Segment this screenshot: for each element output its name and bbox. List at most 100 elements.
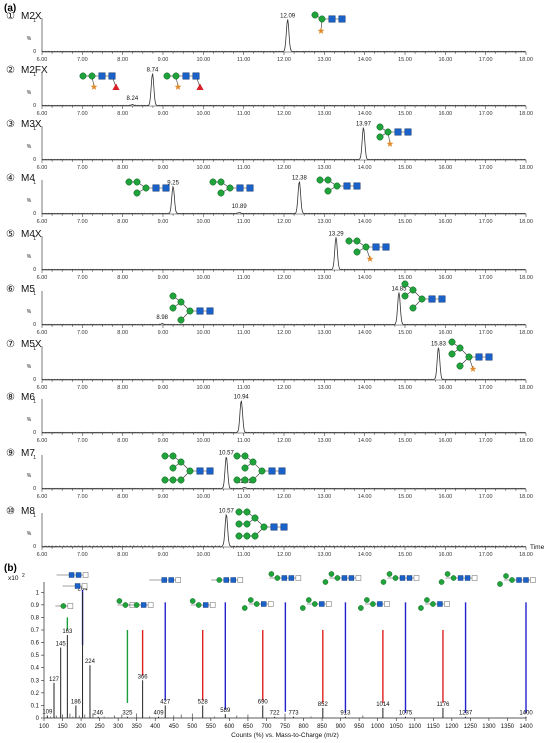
trace-M3X: ③ M3X 0 1% 6.00 7.00 8.00 9.00 10.00 11.00 12.00 13…: [6, 119, 533, 171]
x-tick-label: 18.00: [519, 438, 533, 444]
peak-label: 589: [220, 708, 231, 714]
mannose-icon: [243, 508, 251, 516]
y-tick-label: 1: [33, 399, 36, 405]
trace-name: M5X: [21, 339, 42, 350]
x-tick-label: 500: [187, 724, 198, 730]
x-tick-label: 17.00: [479, 330, 493, 336]
mannose-icon: [169, 292, 177, 300]
mannose-icon: [241, 452, 249, 460]
x-tick-label: 1000: [371, 724, 385, 730]
glcnac-icon: [98, 72, 106, 80]
mannose-icon: [241, 476, 249, 484]
y-tick-label: 0: [33, 49, 36, 55]
x-tick-label: 7.00: [77, 219, 88, 225]
x-tick-label: 11.00: [237, 552, 250, 558]
glcnac-icon: [406, 575, 413, 581]
mannose-icon: [312, 601, 318, 607]
x-tick-label: 16.00: [438, 438, 452, 444]
x-tick-label: 13.00: [317, 494, 331, 500]
y-tick-label: 1: [36, 590, 40, 596]
peak-label: 366: [138, 674, 149, 680]
mannose-icon: [161, 452, 169, 460]
x-tick-label: 450: [169, 724, 180, 730]
x-tick-label: 15.00: [398, 330, 412, 336]
glcnac-icon: [404, 128, 412, 136]
x-tick-label: 12.00: [277, 111, 291, 117]
glcnac-icon: [438, 295, 446, 303]
x-tick-label: 15.00: [398, 494, 412, 500]
x-tick-label: 1100: [408, 724, 422, 730]
x-tick-label: 11.00: [237, 275, 250, 281]
x-tick-label: 13.00: [317, 552, 331, 558]
x-tick-label: 14.00: [358, 330, 372, 336]
y-tick-label: 0.1: [31, 703, 40, 709]
peak-label: 127: [49, 677, 60, 683]
x-tick-label: 1200: [445, 724, 459, 730]
x-tick-label: 9.00: [158, 494, 169, 500]
glcnac-icon: [341, 575, 348, 581]
x-tick-label: 11.00: [237, 111, 250, 117]
x-tick-label: 9.00: [158, 330, 169, 336]
x-tick-label: 12.00: [277, 330, 291, 336]
peak-label: 773: [289, 711, 300, 717]
y-tick-label: 0: [33, 430, 36, 436]
mannose-icon: [324, 176, 332, 184]
x-tick-label: 700: [261, 724, 272, 730]
x-tick-label: 16.00: [438, 494, 452, 500]
mannose-icon: [177, 316, 185, 324]
x-tick-label: 7.00: [77, 165, 88, 171]
peak-label: 204: [78, 586, 89, 592]
glcnac-icon: [338, 15, 346, 23]
x-tick-label: 17.00: [479, 552, 493, 558]
xylose-icon: [174, 83, 182, 90]
x-tick-label: 250: [95, 724, 106, 730]
x-tick-label: 750: [280, 724, 291, 730]
x-tick-label: 13.00: [317, 165, 331, 171]
x-tick-label: 10.00: [196, 57, 210, 63]
glcnac-icon: [68, 572, 75, 578]
x-tick-label: 8.00: [117, 494, 128, 500]
y-tick-label: 0: [33, 377, 36, 383]
fragment-end-icon: [209, 602, 216, 608]
y-axis-exponent: 2: [22, 573, 25, 579]
y-tick-label: 0: [33, 486, 36, 492]
mannose-icon: [316, 176, 324, 184]
trace-index: ⑩: [6, 506, 15, 517]
trace-line: [41, 400, 526, 434]
x-tick-label: 14.00: [358, 165, 372, 171]
peak-label: 163: [62, 629, 73, 635]
x-tick-label: 10.00: [196, 275, 210, 281]
mannose-icon: [438, 579, 445, 585]
x-tick-label: 8.00: [117, 57, 128, 63]
peak-label: 427: [160, 699, 171, 705]
x-tick-label: 18.00: [519, 494, 533, 500]
glcnac-icon: [281, 575, 288, 581]
peak-label: 1075: [399, 711, 413, 717]
y-tick-label: 0: [36, 716, 40, 722]
mannose-icon: [503, 573, 509, 579]
x-tick-label: 1350: [501, 724, 515, 730]
x-tick-label: 18.00: [519, 385, 533, 391]
x-tick-label: 8.00: [117, 438, 128, 444]
mannose-icon: [318, 15, 326, 23]
trace-M8: ⑩ M8 0 1% 6.00 7.00 8.00 9.00 10.00 11.00 12.00 13.…: [6, 506, 545, 558]
glcnac-icon: [168, 577, 174, 583]
peak-label: 224: [85, 659, 96, 665]
x-tick-label: 15.00: [398, 275, 412, 281]
x-tick-label: 8.00: [117, 275, 128, 281]
x-tick-label: 15.00: [398, 219, 412, 225]
mannose-icon: [122, 602, 129, 608]
trace-name: M4X: [21, 229, 42, 240]
x-tick-label: 9.00: [158, 385, 169, 391]
fragment-end-icon: [295, 575, 302, 581]
glcnac-icon: [236, 184, 244, 192]
x-tick-label: 9.00: [158, 275, 169, 281]
x-tick-label: 12.00: [277, 165, 291, 171]
y-tick-label: 0: [33, 322, 36, 328]
y-unit-label: %: [27, 531, 32, 537]
peak-label: 10.57: [219, 509, 235, 515]
glcnac-icon: [202, 602, 209, 608]
panel-b-label: (b): [4, 563, 17, 574]
x-tick-label: 6.00: [37, 438, 48, 444]
glcnac-icon: [192, 72, 200, 80]
